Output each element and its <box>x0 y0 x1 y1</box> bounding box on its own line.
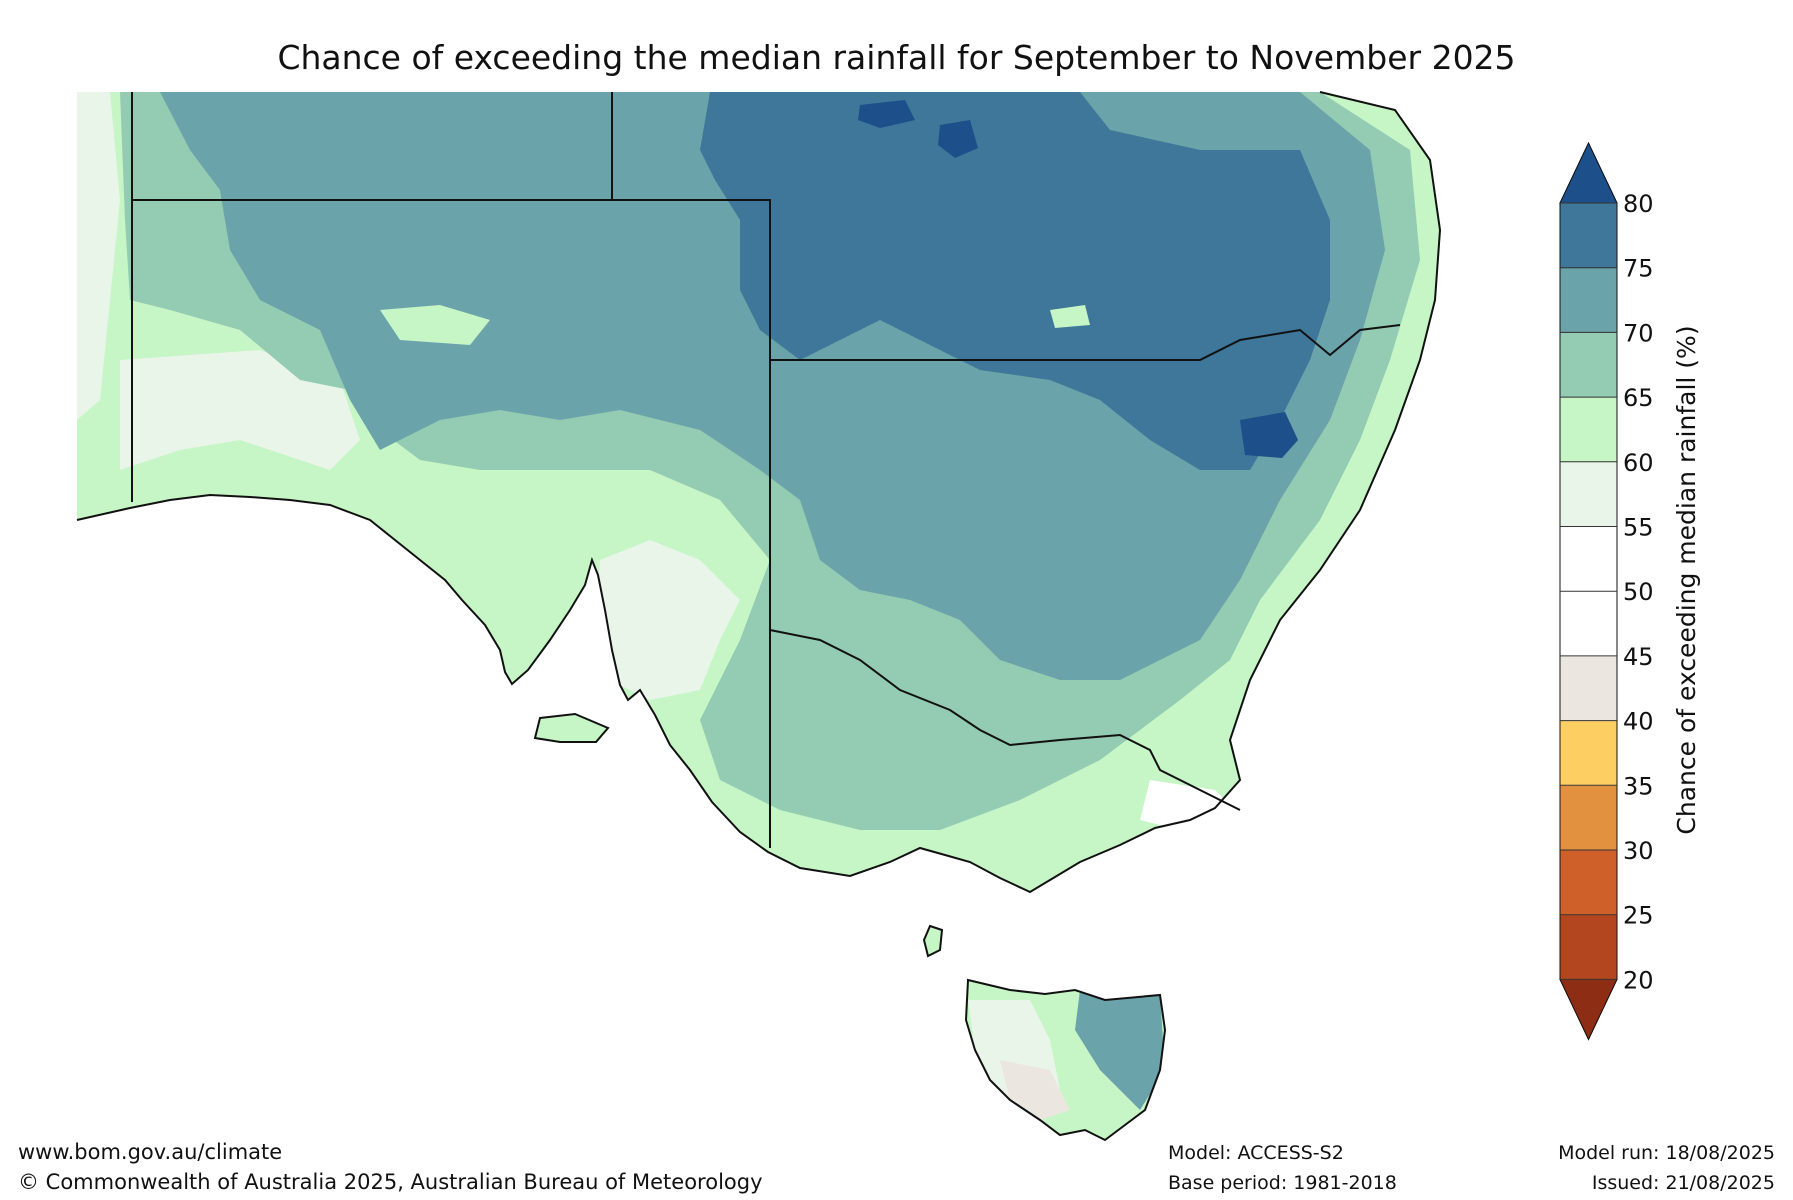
copyright-text: © Commonwealth of Australia 2025, Austra… <box>18 1170 763 1194</box>
colorbar-tick-label: 50 <box>1623 578 1654 606</box>
colorbar-bands <box>1559 141 1618 1041</box>
colorbar-band <box>1559 267 1618 333</box>
colorbar-tick-label: 40 <box>1623 708 1654 736</box>
colorbar-band <box>1559 461 1618 527</box>
colorbar-tick-label: 45 <box>1623 643 1654 671</box>
colorbar-tick-label: 55 <box>1623 514 1654 542</box>
colorbar-tick-label: 30 <box>1623 837 1654 865</box>
colorbar-band <box>1559 590 1618 657</box>
colorbar-tick-label: 75 <box>1623 255 1654 283</box>
colorbar-band <box>1559 202 1618 269</box>
colorbar-ticks: 20 25 30 35 40 45 50 55 60 65 70 75 80 <box>1560 190 1654 994</box>
map-title: Chance of exceeding the median rainfall … <box>277 38 1516 77</box>
colorbar-band <box>1559 978 1618 1041</box>
colorbar-tick-label: 60 <box>1623 449 1654 477</box>
colorbar-band <box>1559 914 1618 980</box>
colorbar-tick-label: 65 <box>1623 384 1654 412</box>
state-borders <box>131 92 1401 848</box>
issued-text: Issued: 21/08/2025 <box>1591 1172 1775 1194</box>
colorbar-band <box>1559 655 1618 722</box>
colorbar-tick-label: 20 <box>1623 966 1654 994</box>
colorbar-band <box>1559 720 1618 786</box>
colorbar-band <box>1559 784 1618 851</box>
colorbar-tick-label: 25 <box>1623 902 1654 930</box>
colorbar-label: Chance of exceeding median rainfall (%) <box>1672 325 1701 834</box>
website-text: www.bom.gov.au/climate <box>18 1140 283 1164</box>
colorbar-band <box>1559 331 1618 398</box>
colorbar-band <box>1559 849 1618 916</box>
colorbar-tick-label: 70 <box>1623 319 1654 347</box>
model-run-text: Model run: 18/08/2025 <box>1558 1142 1775 1164</box>
colorbar-band <box>1559 396 1618 463</box>
colorbar-tick-label: 80 <box>1623 190 1654 218</box>
colorbar-tick-label: 35 <box>1623 772 1654 800</box>
base-period-text: Base period: 1981-2018 <box>1168 1172 1397 1194</box>
coastline <box>76 91 1442 1142</box>
colorbar-band <box>1559 526 1618 592</box>
model-text: Model: ACCESS-S2 <box>1168 1142 1344 1164</box>
colorbar-band <box>1559 141 1618 204</box>
